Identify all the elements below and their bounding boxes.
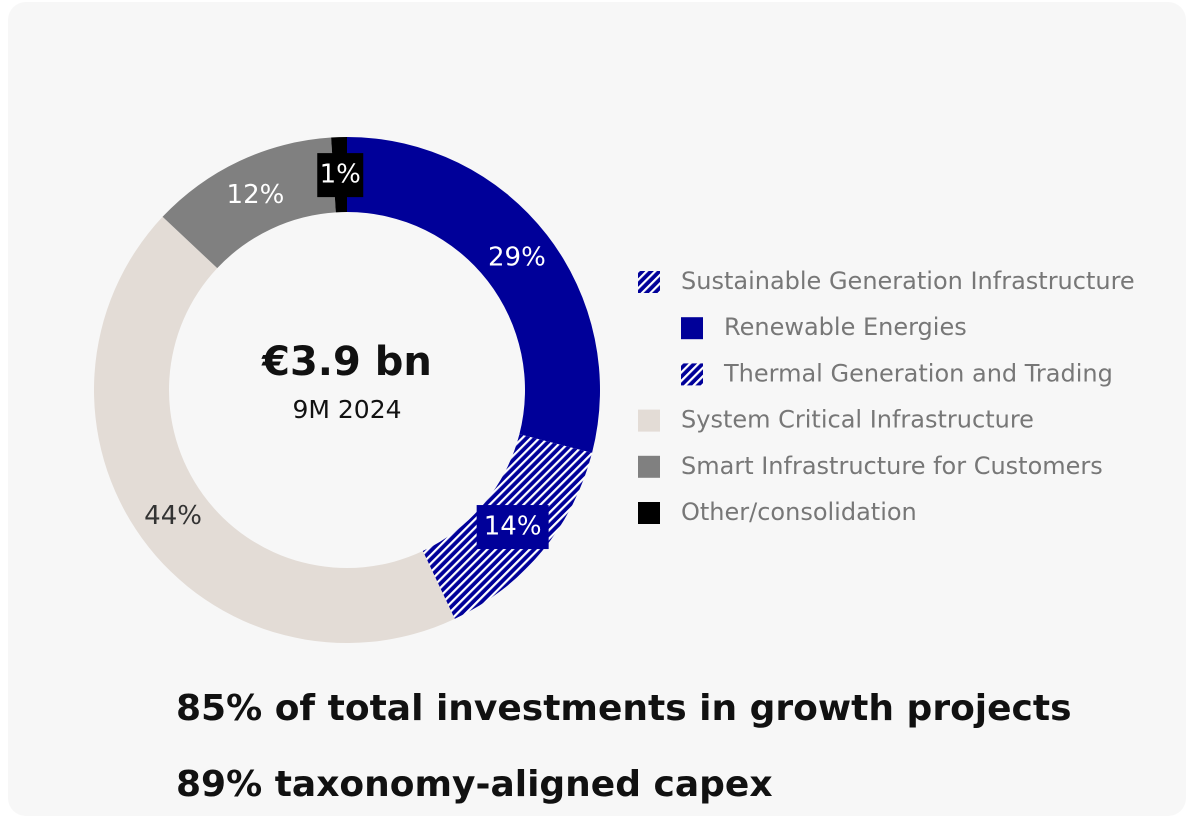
legend-swatch xyxy=(681,317,703,340)
legend-label: Other/consolidation xyxy=(681,498,917,526)
data-label: 1% xyxy=(320,160,361,190)
note: 85% of total investments in growth proje… xyxy=(176,688,1072,729)
data-label: 12% xyxy=(227,180,285,210)
data-label: 29% xyxy=(488,243,546,273)
legend-swatch xyxy=(638,409,660,432)
label-box xyxy=(476,505,549,550)
legend-label: Renewable Energies xyxy=(724,313,967,341)
donut-segment xyxy=(93,216,455,644)
legend-swatch xyxy=(681,363,703,386)
note: 89% taxonomy-aligned capex xyxy=(176,764,773,805)
legend-swatch xyxy=(638,271,660,293)
data-label: 14% xyxy=(484,512,542,542)
legend-label: Sustainable Generation Infrastructure xyxy=(681,267,1135,295)
legend-swatch xyxy=(638,455,660,478)
legend-label: System Critical Infrastructure xyxy=(681,406,1034,434)
donut-segment xyxy=(347,137,600,453)
data-label: 44% xyxy=(144,501,202,531)
legend-label: Smart Infrastructure for Customers xyxy=(681,452,1103,480)
center-subtitle: 9M 2024 xyxy=(292,395,401,424)
legend-label: Thermal Generation and Trading xyxy=(723,359,1113,387)
legend-swatch xyxy=(638,502,660,524)
donut-segment xyxy=(162,137,336,269)
label-box xyxy=(317,153,364,198)
center-title: €3.9 bn xyxy=(261,339,432,385)
